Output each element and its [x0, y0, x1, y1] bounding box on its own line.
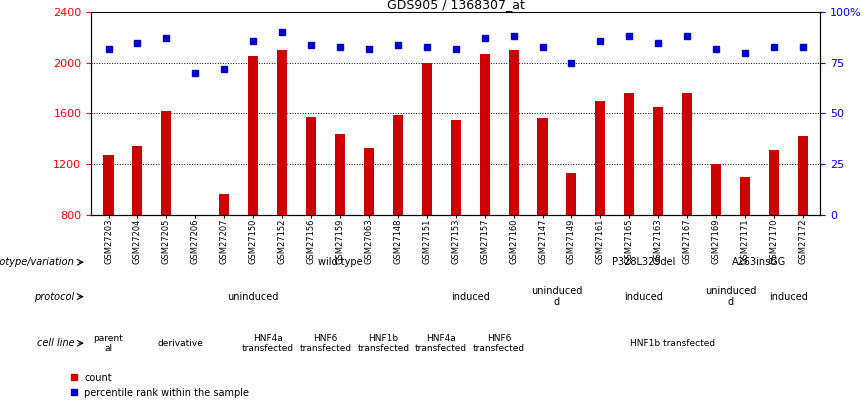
Bar	[479, 54, 490, 316]
Text: derivative: derivative	[158, 339, 204, 348]
Text: A263insGG: A263insGG	[733, 257, 786, 267]
Bar	[566, 173, 576, 316]
Text: uninduced: uninduced	[227, 292, 279, 302]
Text: induced: induced	[450, 292, 490, 302]
Text: HNF6
transfected: HNF6 transfected	[299, 334, 352, 353]
Bar	[219, 194, 229, 316]
Bar	[364, 147, 374, 316]
Bar	[248, 56, 259, 316]
Bar	[103, 155, 114, 316]
Text: uninduced
d: uninduced d	[531, 286, 582, 307]
Text: HNF1b
transfected: HNF1b transfected	[358, 334, 410, 353]
Title: GDS905 / 1368307_at: GDS905 / 1368307_at	[387, 0, 524, 11]
Bar	[422, 63, 432, 316]
Bar	[161, 111, 172, 316]
Bar	[277, 50, 287, 316]
Text: HNF1b transfected: HNF1b transfected	[630, 339, 715, 348]
Bar	[509, 50, 519, 316]
Bar	[769, 150, 779, 316]
Text: cell line: cell line	[36, 338, 75, 348]
Text: HNF4a
transfected: HNF4a transfected	[241, 334, 293, 353]
Bar	[306, 117, 316, 316]
Bar	[740, 177, 750, 316]
Bar	[450, 120, 461, 316]
Text: P328L329del: P328L329del	[612, 257, 675, 267]
Text: uninduced
d: uninduced d	[705, 286, 756, 307]
Bar	[537, 118, 548, 316]
Bar	[190, 224, 201, 316]
Text: induced: induced	[769, 292, 808, 302]
Text: HNF4a
transfected: HNF4a transfected	[415, 334, 467, 353]
Text: parent
al: parent al	[94, 334, 123, 353]
Bar	[392, 115, 403, 316]
Bar	[798, 136, 808, 316]
Bar	[624, 93, 635, 316]
Bar	[711, 164, 721, 316]
Text: genotype/variation: genotype/variation	[0, 257, 75, 267]
Bar	[595, 101, 605, 316]
Text: HNF6
transfected: HNF6 transfected	[473, 334, 525, 353]
Bar	[335, 134, 345, 316]
Bar	[682, 93, 693, 316]
Bar	[653, 107, 663, 316]
Text: protocol: protocol	[34, 292, 75, 302]
Text: wild type: wild type	[318, 257, 362, 267]
Text: induced: induced	[624, 292, 663, 302]
Bar	[132, 146, 142, 316]
Legend: count, percentile rank within the sample: count, percentile rank within the sample	[66, 369, 253, 402]
